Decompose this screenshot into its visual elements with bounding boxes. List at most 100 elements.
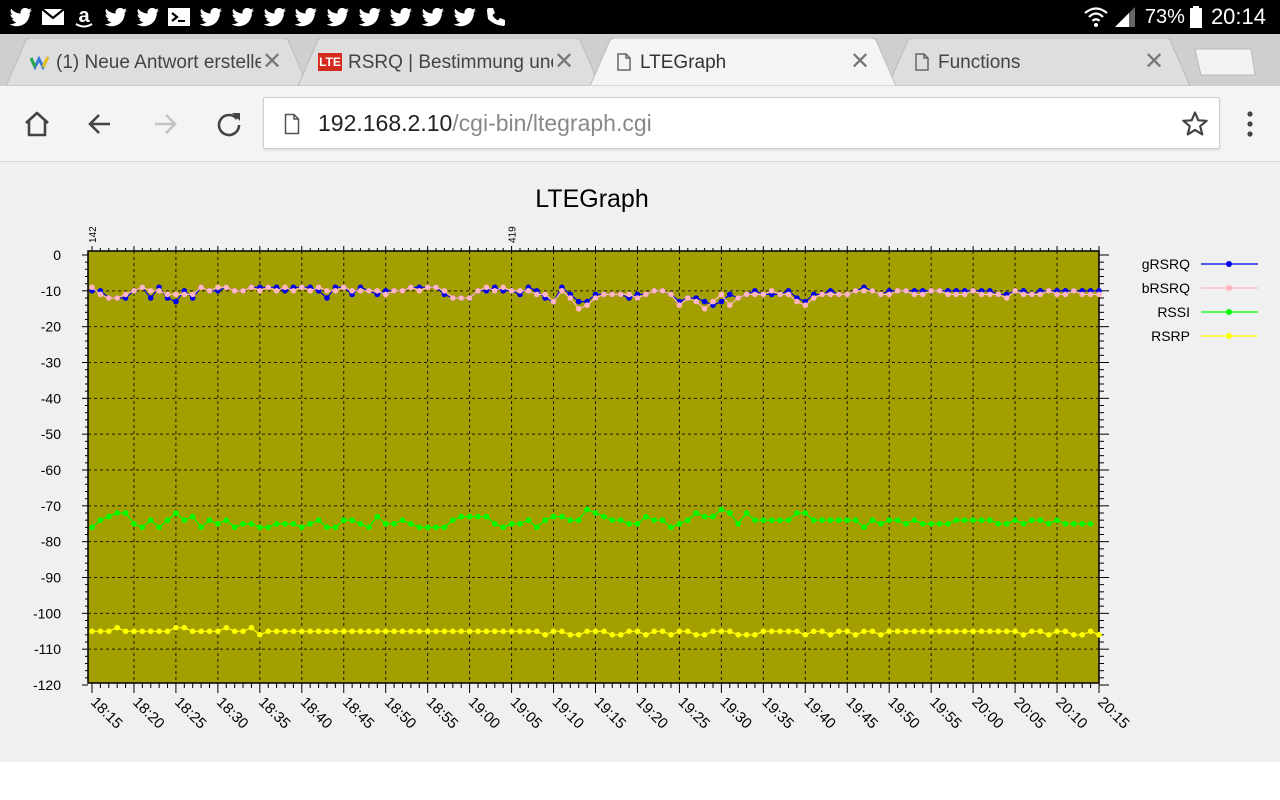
x-tick-label: 18:55 — [423, 694, 462, 733]
x-tick-label: 19:40 — [800, 694, 839, 733]
legend-label: RSSI — [1157, 304, 1190, 320]
data-point — [450, 295, 456, 301]
data-point — [844, 628, 851, 635]
close-icon[interactable]: ✕ — [553, 48, 575, 75]
data-point — [886, 291, 892, 298]
data-point — [852, 517, 859, 523]
data-point — [341, 517, 347, 523]
legend-marker — [1226, 309, 1232, 315]
tab-ltegraph[interactable]: LTEGraph ✕ — [590, 38, 896, 86]
y-tick-label: -20 — [41, 319, 61, 335]
data-point — [1020, 521, 1027, 527]
data-point — [559, 513, 565, 520]
data-point — [324, 628, 330, 635]
svg-text:a: a — [79, 5, 91, 27]
data-point — [231, 524, 238, 531]
data-point — [450, 517, 456, 523]
data-point — [1054, 628, 1060, 635]
y-tick-label: -80 — [41, 534, 61, 550]
data-point — [701, 513, 708, 520]
back-button[interactable] — [82, 106, 118, 142]
reload-button[interactable] — [211, 106, 247, 142]
data-point — [483, 284, 490, 291]
data-point — [1045, 632, 1052, 638]
data-point — [324, 288, 330, 294]
close-icon[interactable]: ✕ — [1143, 48, 1165, 75]
data-point — [567, 517, 574, 523]
data-point — [1079, 291, 1085, 298]
close-icon[interactable]: ✕ — [261, 48, 283, 75]
close-icon[interactable]: ✕ — [849, 48, 871, 75]
data-point — [391, 288, 397, 294]
data-point — [668, 632, 674, 638]
bookmark-star-icon[interactable] — [1181, 110, 1209, 138]
address-bar[interactable]: 192.168.2.10/cgi-bin/ltegraph.cgi — [263, 97, 1220, 149]
y-tick-label: -60 — [41, 462, 61, 478]
data-point — [617, 291, 624, 298]
data-point — [408, 284, 414, 291]
x-tick-label: 19:55 — [926, 694, 965, 733]
home-button[interactable] — [19, 106, 55, 142]
data-point — [659, 517, 666, 523]
data-point — [978, 291, 985, 298]
data-point — [861, 288, 867, 294]
data-point — [408, 628, 414, 635]
data-point — [701, 632, 708, 638]
data-point — [601, 513, 607, 520]
data-point — [936, 628, 943, 635]
data-point — [508, 628, 515, 635]
data-point — [651, 517, 657, 523]
x-tick-label: 19:15 — [591, 694, 630, 733]
twitter-icon — [8, 5, 34, 29]
chart-title: LTEGraph — [535, 185, 648, 213]
new-tab-button[interactable] — [1193, 47, 1257, 77]
data-point — [114, 624, 120, 631]
top-annotation: 419 — [508, 226, 519, 243]
data-point — [626, 628, 632, 635]
data-point — [1012, 288, 1018, 294]
x-tick-label: 18:30 — [213, 694, 252, 733]
data-point — [592, 628, 599, 635]
data-point — [802, 302, 809, 308]
data-point — [534, 628, 540, 635]
data-point — [525, 628, 532, 635]
tab-rsrq[interactable]: LTE RSRQ | Bestimmung und ✕ — [298, 38, 600, 86]
data-point — [139, 284, 146, 291]
data-point — [198, 628, 204, 635]
data-point — [643, 513, 649, 520]
data-point — [1062, 628, 1069, 635]
forward-button[interactable] — [147, 106, 183, 142]
data-point — [701, 306, 708, 312]
tab-neue-antwort[interactable]: (1) Neue Antwort erstelle ✕ — [6, 38, 308, 86]
data-point — [1003, 521, 1010, 527]
twitter-icon — [103, 5, 129, 29]
data-point — [861, 524, 867, 531]
data-point — [341, 628, 347, 635]
data-point — [240, 521, 246, 527]
x-tick-label: 19:50 — [884, 694, 923, 733]
data-point — [299, 284, 305, 291]
data-point — [659, 288, 666, 294]
data-point — [970, 517, 976, 523]
tab-functions[interactable]: Functions ✕ — [888, 38, 1190, 86]
data-point — [223, 284, 230, 291]
data-point — [928, 288, 934, 294]
data-point — [391, 521, 397, 527]
data-point — [290, 628, 297, 635]
data-point — [743, 632, 750, 638]
data-point — [1037, 291, 1044, 298]
data-point — [752, 291, 758, 298]
data-point — [1045, 521, 1052, 527]
menu-dots-icon[interactable] — [1236, 106, 1264, 142]
x-tick-label: 19:05 — [507, 694, 546, 733]
data-point — [416, 288, 423, 294]
data-point — [584, 302, 590, 308]
data-point — [953, 517, 960, 523]
data-point — [685, 628, 691, 635]
y-tick-label: -50 — [41, 426, 61, 442]
data-point — [450, 628, 456, 635]
data-point — [332, 524, 339, 531]
data-point — [592, 295, 599, 301]
twitter-icon — [452, 5, 478, 29]
data-point — [953, 628, 960, 635]
